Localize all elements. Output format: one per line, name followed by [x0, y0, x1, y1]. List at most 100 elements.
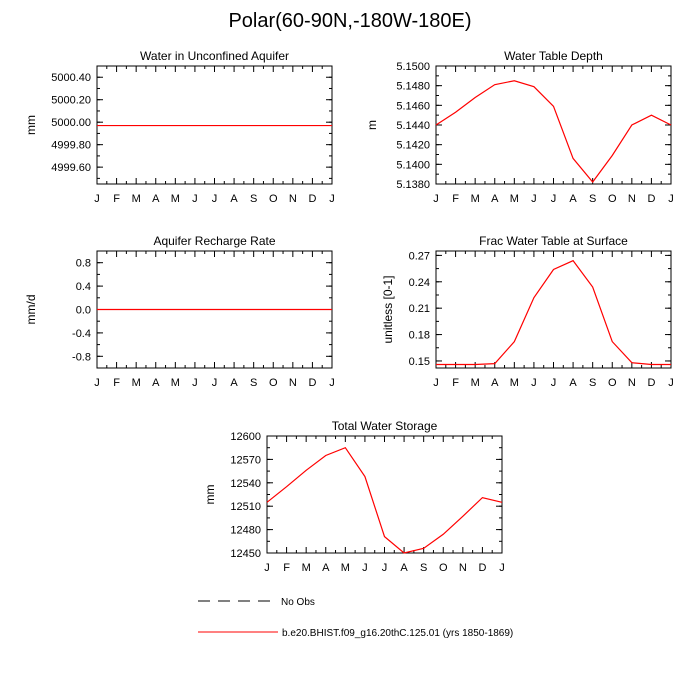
chart-title: Water in Unconfined Aquifer — [140, 49, 289, 63]
x-tick-label: J — [192, 193, 198, 205]
x-tick-label: M — [171, 377, 180, 389]
x-tick-label: J — [531, 193, 537, 205]
y-tick-label: 0.15 — [409, 356, 430, 368]
y-axis-label: m — [365, 120, 379, 130]
x-tick-label: J — [668, 377, 674, 389]
y-tick-label: 0.18 — [409, 330, 430, 342]
x-tick-label: A — [400, 562, 408, 574]
y-tick-label: 0.0 — [76, 305, 91, 317]
legend-obs-label: No Obs — [281, 597, 315, 608]
y-tick-label: 5.1440 — [396, 120, 430, 132]
x-tick-label: J — [551, 193, 557, 205]
y-tick-label: 4999.60 — [51, 162, 91, 174]
x-tick-label: M — [341, 562, 350, 574]
x-tick-label: J — [433, 193, 439, 205]
x-tick-label: M — [471, 193, 480, 205]
chart-title: Frac Water Table at Surface — [479, 234, 628, 248]
x-tick-label: A — [152, 193, 160, 205]
x-tick-label: A — [491, 193, 499, 205]
x-tick-label: N — [628, 377, 636, 389]
x-tick-label: M — [471, 377, 480, 389]
x-tick-label: S — [250, 193, 257, 205]
x-tick-label: F — [113, 377, 120, 389]
x-tick-label: J — [433, 377, 439, 389]
x-tick-label: D — [647, 377, 655, 389]
x-tick-label: M — [171, 193, 180, 205]
y-tick-label: 5000.40 — [51, 72, 91, 84]
chart-title: Water Table Depth — [504, 49, 603, 63]
legend-model-label: b.e20.BHIST.f09_g16.20thC.125.01 (yrs 18… — [282, 628, 513, 639]
x-tick-label: A — [569, 377, 577, 389]
x-tick-label: J — [94, 193, 100, 205]
x-tick-label: O — [608, 377, 617, 389]
x-tick-label: J — [499, 562, 505, 574]
x-tick-label: A — [569, 193, 577, 205]
x-tick-label: D — [308, 377, 316, 389]
x-tick-label: F — [113, 193, 120, 205]
x-tick-label: J — [329, 377, 335, 389]
x-tick-label: A — [322, 562, 330, 574]
y-tick-label: 0.27 — [409, 250, 430, 262]
x-tick-label: A — [230, 377, 238, 389]
plot-frame — [435, 65, 672, 185]
x-tick-label: N — [459, 562, 467, 574]
x-tick-label: J — [531, 377, 537, 389]
series-line — [436, 259, 671, 366]
x-tick-label: A — [491, 377, 499, 389]
x-tick-label: J — [382, 562, 388, 574]
page-title: Polar(60-90N,-180W-180E) — [228, 10, 472, 32]
x-tick-label: J — [362, 562, 368, 574]
x-tick-label: A — [230, 193, 238, 205]
chart-title: Aquifer Recharge Rate — [153, 234, 275, 248]
x-tick-label: J — [329, 193, 335, 205]
y-tick-label: -0.8 — [72, 351, 91, 363]
legend: No Obs b.e20.BHIST.f09_g16.20thC.125.01 … — [198, 597, 513, 639]
x-tick-label: J — [264, 562, 270, 574]
plot-frame — [435, 250, 672, 369]
x-tick-label: F — [452, 377, 459, 389]
y-tick-label: -0.4 — [72, 328, 91, 340]
y-axis-label: mm/d — [24, 295, 38, 325]
x-tick-label: S — [250, 377, 257, 389]
x-tick-label: J — [212, 193, 218, 205]
y-tick-label: 5.1500 — [396, 61, 430, 73]
y-tick-label: 12450 — [230, 548, 261, 560]
x-tick-label: N — [289, 377, 297, 389]
x-tick-label: M — [132, 377, 141, 389]
y-tick-label: 12540 — [230, 478, 261, 490]
x-tick-label: F — [452, 193, 459, 205]
x-tick-label: J — [192, 377, 198, 389]
x-tick-label: J — [668, 193, 674, 205]
x-tick-label: D — [308, 193, 316, 205]
x-tick-label: S — [589, 377, 596, 389]
y-tick-label: 5.1480 — [396, 81, 430, 93]
chart-title: Total Water Storage — [332, 419, 438, 433]
y-tick-label: 5.1400 — [396, 159, 430, 171]
x-tick-label: A — [152, 377, 160, 389]
y-axis-label: mm — [203, 485, 217, 505]
y-tick-label: 0.8 — [76, 258, 91, 270]
y-axis-label: unitless [0-1] — [381, 275, 395, 343]
y-tick-label: 0.21 — [409, 303, 430, 315]
y-tick-label: 12480 — [230, 525, 261, 537]
x-tick-label: O — [269, 193, 278, 205]
y-axis-label: mm — [24, 115, 38, 135]
x-tick-label: N — [289, 193, 297, 205]
x-tick-label: F — [283, 562, 290, 574]
y-tick-label: 4999.80 — [51, 140, 91, 152]
x-tick-label: M — [302, 562, 311, 574]
x-tick-label: N — [628, 193, 636, 205]
y-tick-label: 0.4 — [76, 281, 91, 293]
x-tick-label: J — [212, 377, 218, 389]
y-tick-label: 5.1460 — [396, 100, 430, 112]
series-line — [266, 446, 503, 554]
series-line — [435, 80, 672, 184]
x-tick-label: D — [478, 562, 486, 574]
x-tick-label: M — [510, 193, 519, 205]
